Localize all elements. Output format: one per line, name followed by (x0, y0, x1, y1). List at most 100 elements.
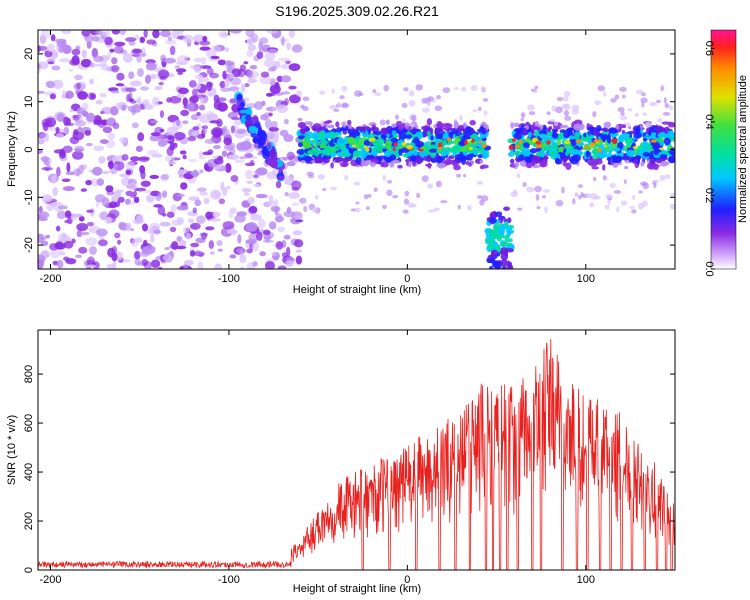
spectrogram-cell (605, 194, 613, 199)
spectrogram-cell (352, 150, 361, 158)
spectrogram-cell (194, 66, 202, 74)
spectrogram-cell (236, 248, 247, 254)
spectrogram-cell (273, 198, 279, 207)
spectrogram-cell (563, 90, 571, 98)
spectrogram-cell (56, 166, 61, 177)
spectrogram-cell (603, 121, 612, 128)
spectrogram-cell (125, 222, 132, 232)
spectrogram-cell (199, 40, 211, 46)
snr-xtick-label: -100 (218, 574, 240, 586)
spectrogram-cell (351, 144, 357, 148)
spectrogram-cell (85, 237, 98, 246)
spectrogram-cell (146, 194, 155, 203)
spectrogram-cell (212, 211, 221, 218)
spectrogram-cell (210, 45, 222, 53)
spectrogram-cell (118, 137, 128, 144)
spectrogram-cell (453, 119, 458, 126)
spectrogram-cell (402, 117, 406, 124)
spectrogram-cell (217, 59, 227, 66)
spectrogram-cell (335, 121, 340, 128)
spectrogram-cell (662, 111, 671, 116)
spectrogram-cell (423, 156, 431, 162)
spectrogram-cell (264, 118, 272, 129)
spectrogram-cell (427, 96, 434, 102)
spectrogram-cell (439, 163, 447, 168)
spectrogram-cell (65, 90, 74, 99)
spectrogram-cell (444, 123, 453, 129)
spectrogram-cell (549, 131, 553, 137)
spectrogram-cell (245, 169, 253, 180)
spectrogram-cell (516, 173, 521, 179)
spectrogram-cell (96, 178, 105, 186)
spectrogram-cell (140, 169, 146, 180)
spectrogram-cell (150, 120, 159, 124)
spectrogram-cell (642, 182, 649, 190)
spectrogram-cell (142, 223, 149, 232)
spectrogram-cell (547, 149, 553, 157)
spectrogram-cell (293, 239, 304, 248)
spectrogram-cell (389, 154, 396, 161)
spectrogram-cell (274, 130, 280, 141)
colorbar-label: Normalized spectral amplitude (737, 75, 749, 223)
spectrogram-cell (300, 128, 306, 135)
spectrogram-cell (144, 189, 152, 194)
spectrogram-cell (551, 143, 559, 151)
spectrogram-cell (219, 80, 226, 89)
snr-ylabel: SNR (10 * v/v) (6, 415, 18, 485)
spectrogram-cell (307, 149, 317, 156)
spectrogram-cell (504, 221, 510, 226)
spectrogram-cell (314, 195, 319, 200)
spectrogram-cell (590, 142, 595, 147)
spectrogram-cell (633, 158, 639, 163)
spectrogram-cell (430, 135, 434, 141)
spectrogram-cell (393, 142, 398, 147)
spectrogram-cell (507, 228, 512, 237)
spectrogram-cell (583, 133, 587, 138)
spectrogram-cell (244, 153, 254, 158)
spectrogram-cell (182, 226, 190, 234)
spectrogram-cell (303, 206, 308, 213)
spectrogram-cell (528, 111, 536, 116)
spectrogram-cell (86, 264, 97, 268)
spectrogram-cell (619, 86, 627, 92)
spectrogram-cell (277, 175, 285, 181)
spectrogram-cell (668, 105, 674, 111)
spectrogram-cell (334, 157, 342, 163)
spectrogram-cell (63, 240, 74, 249)
spectrogram-cell (548, 119, 556, 123)
spectrogram-cell (245, 103, 257, 109)
spectrogram-cell (326, 124, 335, 129)
spectrogram-cell (477, 180, 483, 185)
spectrogram-cell (463, 173, 467, 178)
spectrogram-cell (542, 125, 547, 133)
spectrogram-cell (165, 39, 177, 45)
spectrogram-cell (354, 136, 360, 144)
spectrogram-cell (489, 265, 494, 269)
spectrogram-cell (593, 139, 601, 143)
spectrogram-cell (122, 259, 131, 263)
spectrogram-cell (284, 192, 289, 197)
spectrogram-cell (380, 162, 385, 167)
spectrogram-cell (92, 63, 101, 67)
spectrogram-cell (263, 58, 276, 68)
spectrogram-cell (602, 127, 609, 132)
spectrogram-cell (258, 48, 270, 53)
spectrogram-cell (304, 121, 313, 125)
spectrogram-cell (307, 174, 315, 179)
spectrogram-cell (354, 207, 361, 213)
spectrogram-cell (44, 167, 50, 171)
spectrogram-cell (248, 125, 257, 131)
spectrogram-cell (620, 200, 628, 206)
spectrogram-cell (239, 254, 247, 264)
spectrogram-cell (380, 134, 387, 139)
spectrogram-cell (612, 162, 619, 168)
spectrogram-cell (337, 101, 341, 109)
spectrogram-cell (535, 140, 542, 145)
spectrogram-cell (157, 205, 166, 216)
spectrogram-cell (605, 153, 609, 158)
spectrogram-cell (182, 154, 187, 160)
spectrogram-cell (645, 121, 651, 128)
spectrogram-cell (149, 222, 161, 231)
spectrogram-cell (77, 91, 89, 100)
spectrogram-cell (143, 30, 148, 38)
